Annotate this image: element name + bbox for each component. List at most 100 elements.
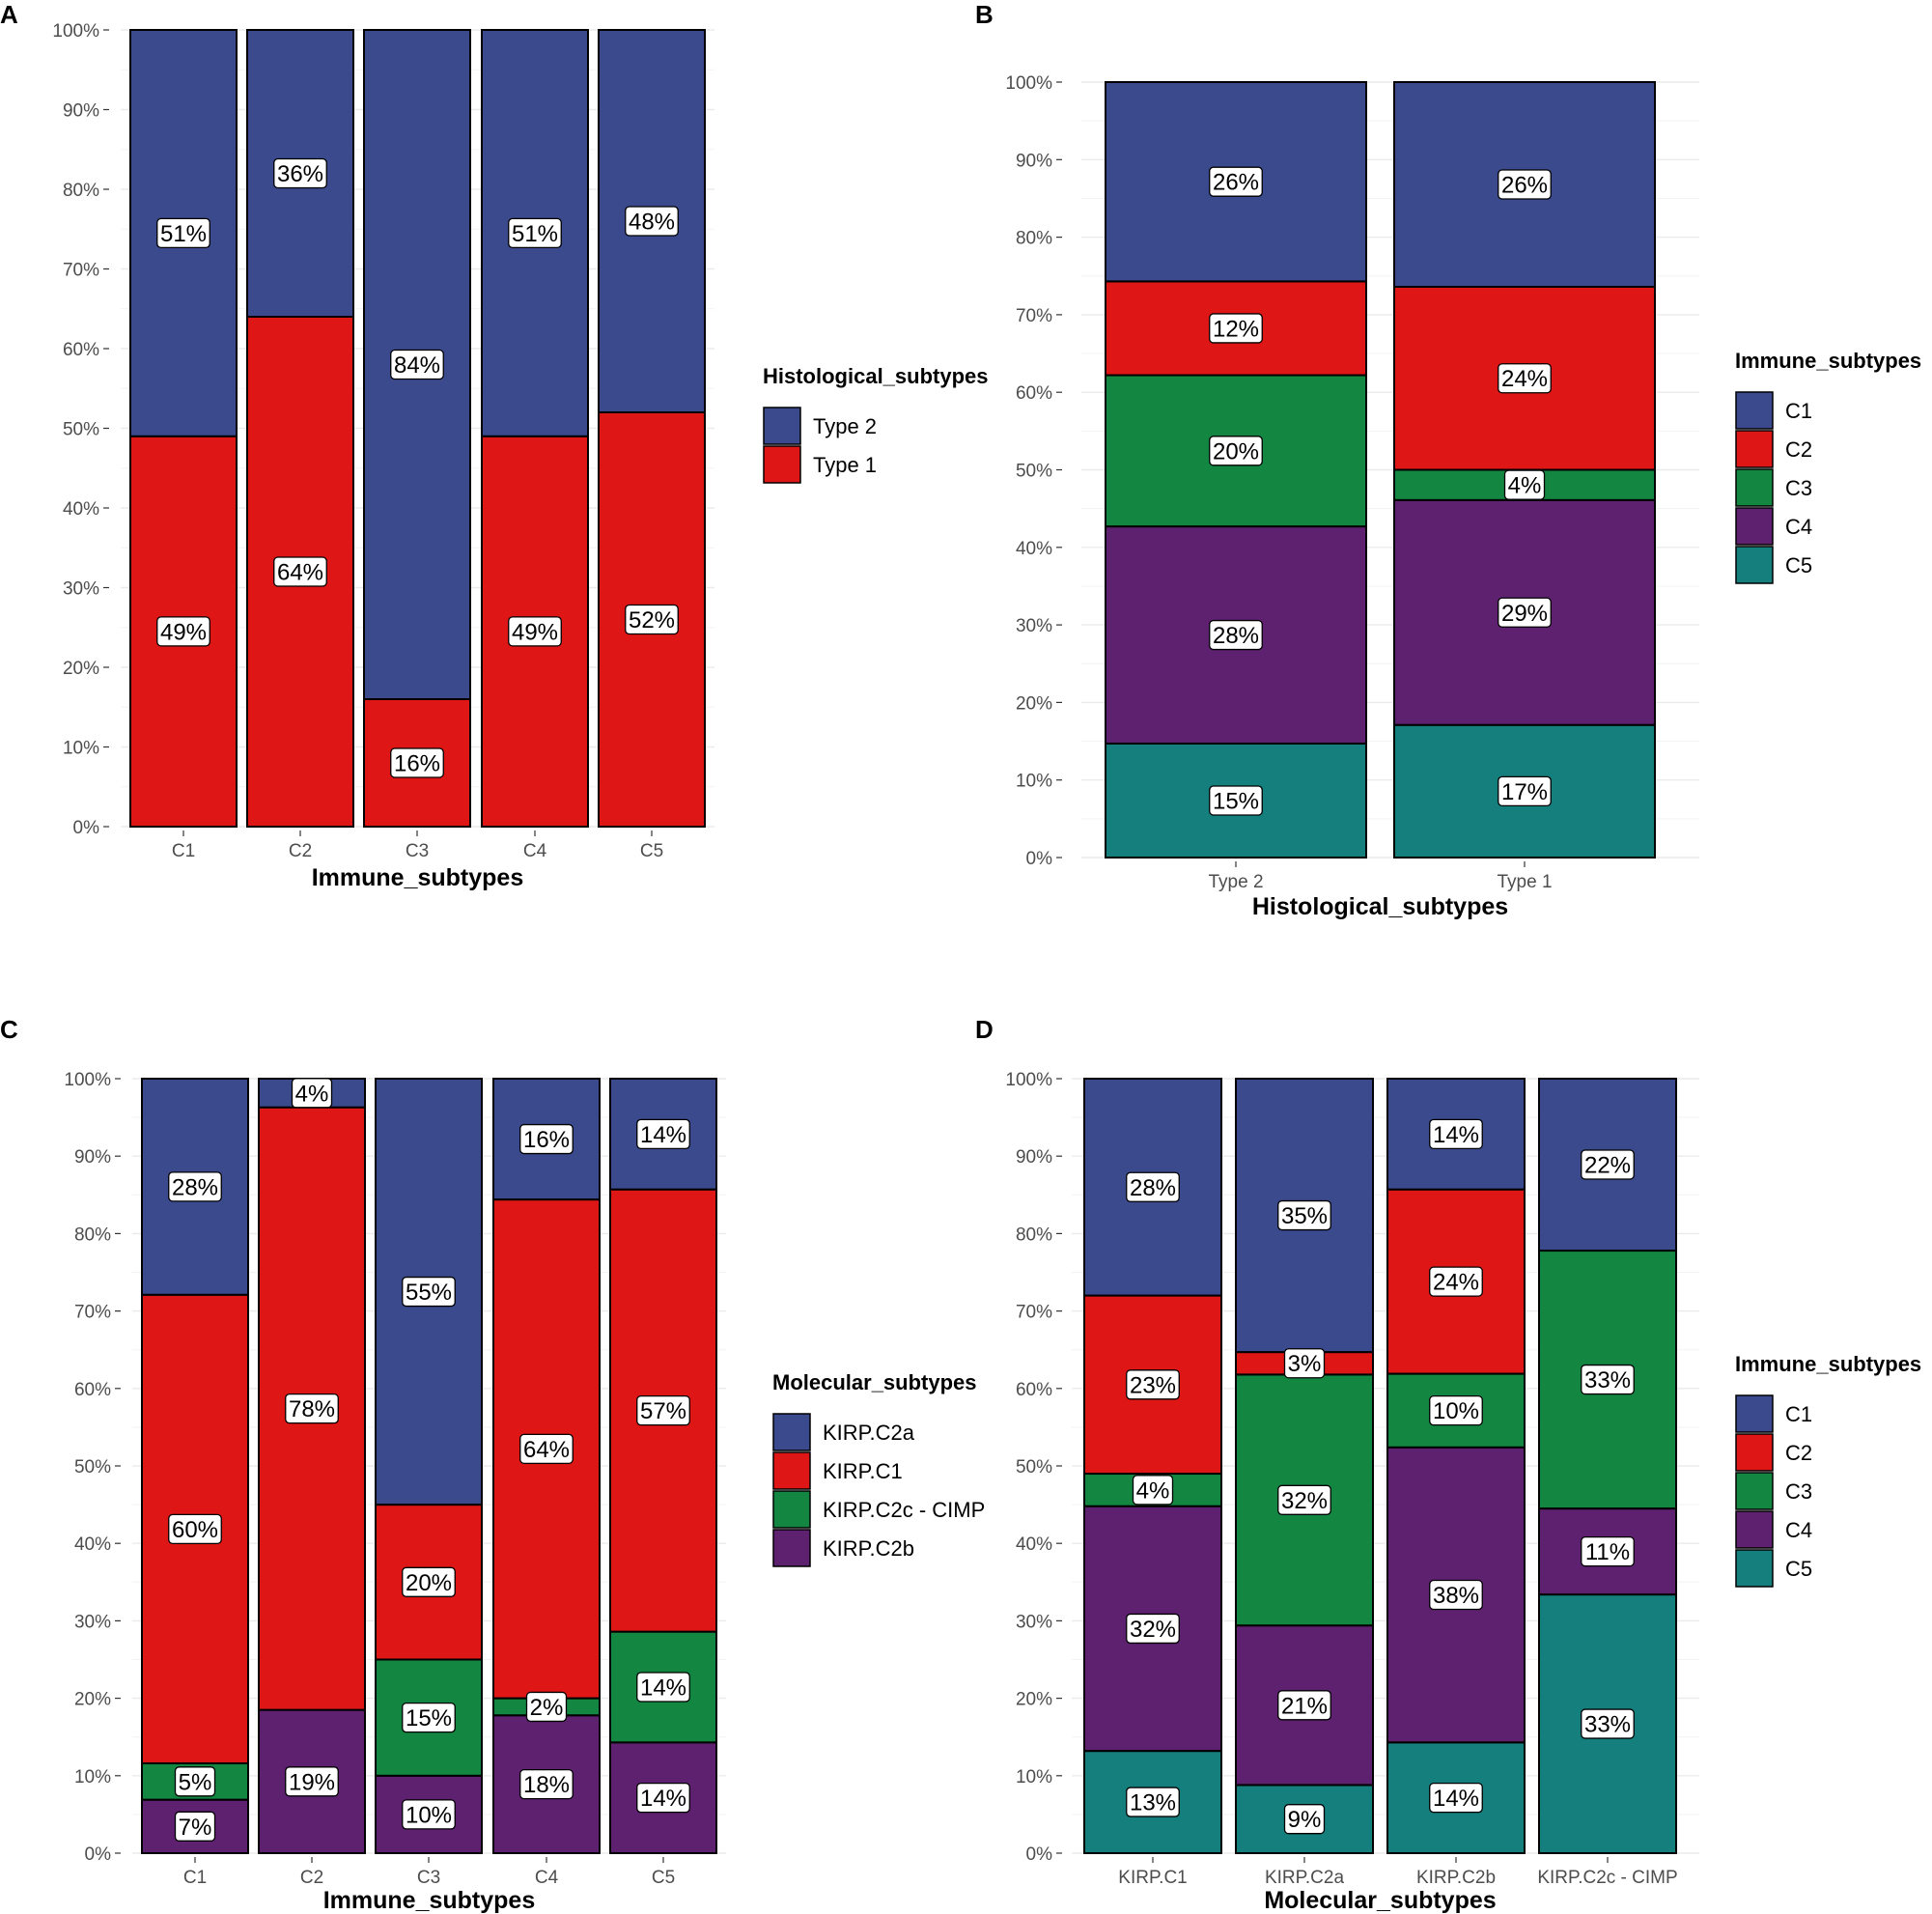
data-label-box bbox=[519, 1768, 574, 1800]
legend-swatch-kirp-c2a bbox=[772, 1413, 811, 1451]
data-label-box bbox=[1209, 785, 1263, 816]
data-label: 15% bbox=[402, 1703, 456, 1733]
data-label: 10% bbox=[1429, 1395, 1483, 1426]
data-label-box bbox=[519, 1123, 574, 1155]
x-tick-label: KIRP.C2a bbox=[1265, 1868, 1344, 1888]
data-label-box bbox=[1126, 1369, 1180, 1400]
legend: Molecular_subtypes KIRP.C2a KIRP.C1 KIRP.C2… bbox=[772, 1370, 985, 1567]
y-tick-label: 40% bbox=[63, 499, 99, 520]
data-label: 24% bbox=[1429, 1266, 1483, 1297]
data-label: 28% bbox=[1209, 619, 1263, 651]
data-label-text: 78% bbox=[289, 1396, 335, 1422]
data-label-text: 16% bbox=[394, 751, 440, 777]
y-tick-label: 20% bbox=[63, 659, 99, 679]
legend-label: C1 bbox=[1785, 399, 1812, 423]
data-label: 5% bbox=[174, 1766, 216, 1797]
legend-title: Immune_subtypes bbox=[1735, 1352, 1921, 1376]
legend-swatch-kirp-c2b bbox=[772, 1529, 811, 1567]
data-label-box bbox=[1581, 1535, 1635, 1567]
y-tick-label: 80% bbox=[1016, 1224, 1052, 1245]
data-label: 52% bbox=[625, 604, 679, 635]
data-label: 10% bbox=[402, 1799, 456, 1830]
legend-swatch-type-2 bbox=[763, 407, 801, 445]
y-tick-label: 10% bbox=[74, 1767, 111, 1787]
legend: Immune_subtypes C1 C2 C3 C4 C5 bbox=[1735, 1352, 1921, 1588]
x-tick-label: C3 bbox=[406, 841, 429, 861]
legend-swatch-kirp-c1 bbox=[772, 1451, 811, 1490]
data-label-text: 24% bbox=[1433, 1270, 1479, 1296]
data-label-text: 10% bbox=[1433, 1398, 1479, 1424]
y-tick-label: 60% bbox=[1016, 383, 1052, 404]
data-label: 3% bbox=[1283, 1348, 1326, 1379]
data-label: 64% bbox=[519, 1433, 574, 1465]
data-label: 49% bbox=[156, 616, 210, 647]
panel-d: D 0% 10% 20% 30% 40% 50% 60% 70% 80% 90% 100% KIRP.… bbox=[975, 1015, 1921, 1914]
data-label: 29% bbox=[1498, 597, 1552, 628]
data-label-box bbox=[1126, 1613, 1180, 1645]
y-tick-label: 60% bbox=[74, 1380, 111, 1400]
x-axis-title: Histological_subtypes bbox=[1252, 893, 1508, 920]
data-label-box bbox=[402, 1703, 456, 1733]
data-label: 64% bbox=[273, 556, 327, 587]
legend-title: Molecular_subtypes bbox=[772, 1370, 977, 1394]
data-label-box bbox=[285, 1766, 339, 1797]
legend-label: KIRP.C1 bbox=[823, 1459, 903, 1483]
data-label-text: 64% bbox=[277, 560, 323, 586]
data-label: 32% bbox=[1126, 1613, 1180, 1645]
data-label: 49% bbox=[508, 616, 562, 647]
data-label: 84% bbox=[390, 349, 444, 380]
data-label-text: 28% bbox=[1213, 623, 1259, 649]
bar-segment-kirp-c2c-cimp-c4 bbox=[1538, 1507, 1677, 1596]
data-label-box bbox=[390, 349, 444, 380]
data-label: 18% bbox=[519, 1768, 574, 1800]
data-label: 14% bbox=[1429, 1118, 1483, 1149]
x-tick-label: Type 1 bbox=[1497, 872, 1552, 892]
data-label-box bbox=[525, 1691, 568, 1723]
y-tick-label: 20% bbox=[1016, 1690, 1052, 1710]
data-label-box bbox=[1209, 313, 1263, 344]
legend: Immune_subtypes C1 C2 C3 C4 C5 bbox=[1735, 349, 1921, 584]
data-label-box bbox=[273, 556, 327, 587]
data-label-box bbox=[390, 747, 444, 778]
x-axis-title: Immune_subtypes bbox=[323, 1887, 536, 1914]
y-tick-label: 100% bbox=[52, 21, 99, 42]
legend-swatch-c1 bbox=[1735, 1394, 1774, 1433]
data-label-box bbox=[508, 616, 562, 647]
y-tick-label: 0% bbox=[85, 1844, 112, 1865]
data-label: 55% bbox=[402, 1276, 456, 1308]
panel-b: B 0% 10% 20% 30% 40% 50% 60% 70% 80% 90% 100% Type … bbox=[975, 0, 1921, 920]
data-label-text: 20% bbox=[1213, 438, 1259, 464]
legend-label: C5 bbox=[1785, 1557, 1812, 1581]
data-label-text: 49% bbox=[160, 619, 207, 645]
data-label-text: 51% bbox=[512, 221, 558, 247]
data-label-text: 28% bbox=[1130, 1175, 1176, 1201]
y-tick-label: 40% bbox=[74, 1534, 111, 1555]
data-label-box bbox=[1132, 1475, 1174, 1506]
data-label-box bbox=[1429, 1579, 1483, 1611]
data-label-text: 12% bbox=[1213, 316, 1259, 342]
data-label-text: 26% bbox=[1213, 170, 1259, 196]
data-label: 57% bbox=[636, 1395, 690, 1426]
data-label-text: 52% bbox=[629, 607, 675, 633]
legend-label: C4 bbox=[1785, 515, 1812, 539]
data-label: 20% bbox=[402, 1566, 456, 1597]
data-label-box bbox=[519, 1433, 574, 1465]
data-label: 4% bbox=[291, 1078, 333, 1109]
data-label: 15% bbox=[1209, 785, 1263, 816]
y-tick-label: 20% bbox=[74, 1690, 111, 1710]
data-label: 14% bbox=[636, 1783, 690, 1814]
data-label-box bbox=[1283, 1804, 1326, 1835]
x-axis-title: Molecular_subtypes bbox=[1264, 1887, 1496, 1914]
legend-label: Type 2 bbox=[813, 414, 877, 438]
data-label: 35% bbox=[1277, 1199, 1331, 1231]
data-label-box bbox=[636, 1783, 690, 1814]
data-label-text: 19% bbox=[289, 1769, 335, 1795]
data-label-box bbox=[1581, 1149, 1635, 1180]
data-label-text: 64% bbox=[523, 1437, 570, 1463]
y-tick-label: 80% bbox=[63, 181, 99, 201]
data-label-box bbox=[291, 1078, 333, 1109]
legend-swatch-c3 bbox=[1735, 468, 1774, 507]
data-label-text: 14% bbox=[640, 1675, 686, 1701]
data-label-box bbox=[625, 206, 679, 237]
legend-swatch-kirp-c2c-cimp bbox=[772, 1490, 811, 1529]
